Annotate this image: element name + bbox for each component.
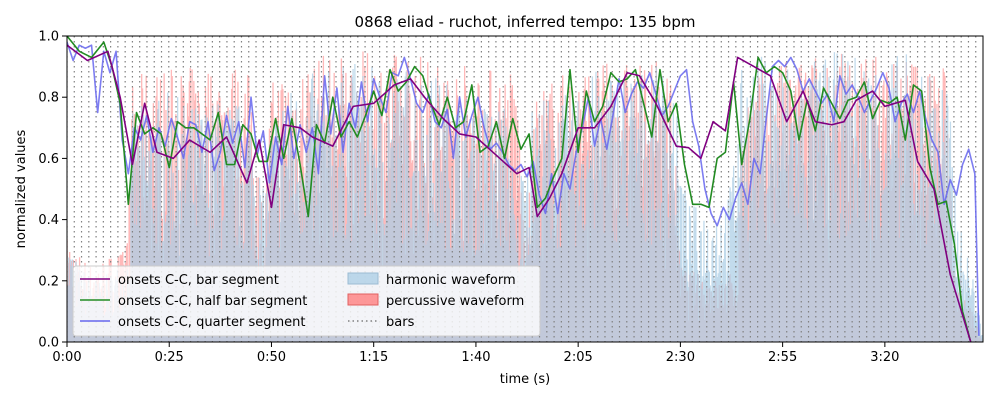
y-axis-label: normalized values [14,129,29,248]
y-tick-label: 0.0 [38,336,59,351]
y-axis: 0.0 0.2 0.4 0.6 0.8 1.0 [38,30,67,351]
legend-label-harmonic: harmonic waveform [386,273,516,288]
half-bar-segment-line [67,36,972,342]
legend-label-quarter-segment: onsets C-C, quarter segment [118,315,305,330]
legend-label-bar-segment: onsets C-C, bar segment [118,273,279,288]
legend-label-half-bar-segment: onsets C-C, half bar segment [118,294,307,309]
x-tick-label: 0:00 [52,350,81,365]
plot-area [67,36,983,342]
legend-swatch-harmonic [347,272,379,285]
x-axis-label: time (s) [500,372,550,387]
legend-swatch-percussive [347,293,379,306]
x-tick-label: 0:50 [257,350,286,365]
chart-title: 0868 eliad - ruchot, inferred tempo: 135… [355,13,696,31]
x-axis: 0:00 0:25 0:50 1:15 1:40 2:05 2:30 2:55 3:20 [52,342,899,365]
legend-label-bars: bars [386,315,415,330]
y-tick-label: 1.0 [38,30,59,45]
x-tick-label: 2:30 [666,350,695,365]
legend-label-percussive: percussive waveform [386,294,524,309]
x-tick-label: 2:55 [768,350,797,365]
x-tick-label: 2:05 [564,350,593,365]
bar-segment-line [67,44,972,342]
legend-box [72,265,541,337]
x-tick-label: 0:25 [155,350,184,365]
y-tick-label: 0.8 [38,91,59,106]
x-tick-label: 3:20 [870,350,899,365]
y-tick-label: 0.4 [38,213,59,228]
y-tick-label: 0.2 [38,274,59,289]
plot-frame [66,35,984,343]
legend: onsets C-C, bar segment onsets C-C, half… [72,265,541,337]
onset-lines-layer [67,36,980,342]
y-tick-label: 0.6 [38,152,59,167]
x-tick-label: 1:15 [359,350,388,365]
x-tick-label: 1:40 [461,350,490,365]
